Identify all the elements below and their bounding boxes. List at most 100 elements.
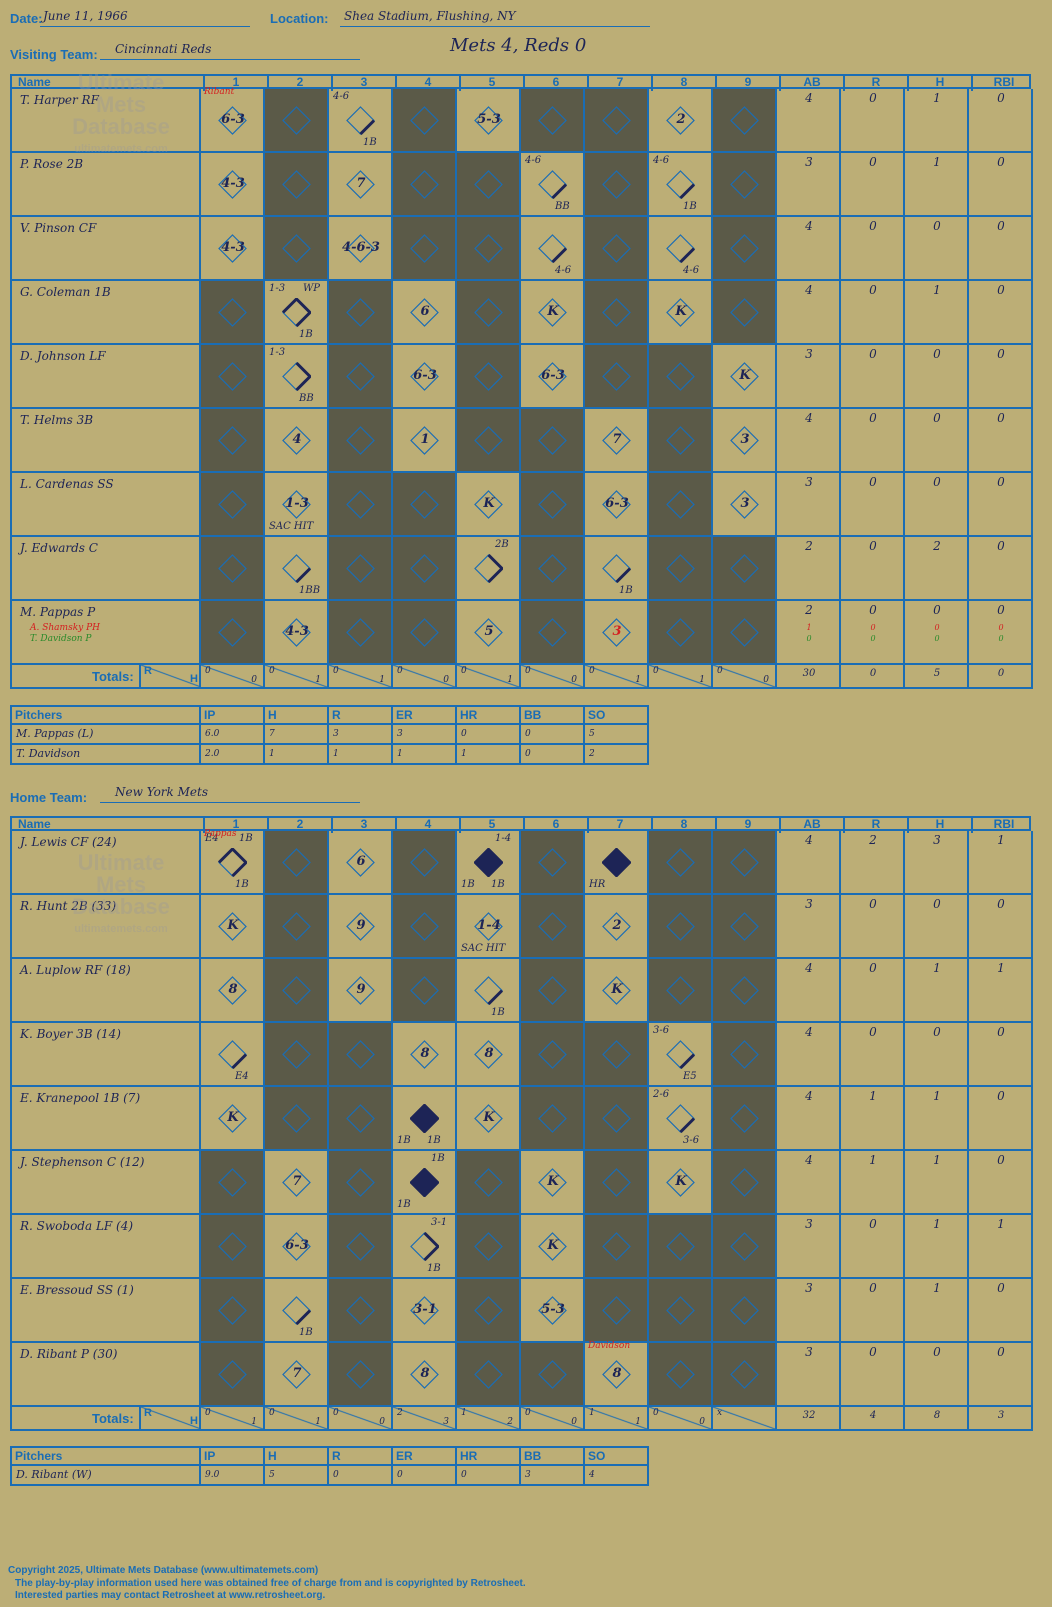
play-result: 1-3 — [285, 496, 309, 511]
stat-cell-ab: 3 — [777, 1343, 841, 1407]
inning-cell-1 — [201, 1343, 265, 1407]
pitcher-h: 5 — [265, 1466, 329, 1486]
inning-cell-1 — [201, 473, 265, 537]
stat-cell-rbi: 0 — [969, 537, 1033, 601]
play-result: 3 — [612, 624, 622, 639]
totals-inning-9: x — [713, 1407, 777, 1431]
pitchers-header-pitchers: Pitchers — [10, 1446, 201, 1466]
totals-inning-runs: 0 — [589, 666, 595, 676]
inning-cell-1: 4-3 — [201, 217, 265, 281]
pitcher-change-note: Davidson — [588, 1341, 631, 1351]
game-result: Mets 4, Reds 0 — [450, 35, 587, 56]
stat-cell-rbi: 0 — [969, 1087, 1033, 1151]
player-name-cell: D. Ribant P (30) — [10, 1343, 201, 1407]
stat-cell-r: 0 — [841, 895, 905, 959]
pitcher-bb: 0 — [521, 725, 585, 745]
inning-cell-8 — [649, 831, 713, 895]
stat-cell-h: 0 — [905, 217, 969, 281]
base-diamond — [666, 1040, 695, 1069]
inning-cell-9 — [713, 1279, 777, 1343]
player-name: T. Helms 3B — [20, 413, 94, 427]
header-inning-7: 7 — [587, 76, 651, 91]
base-diamond — [538, 234, 567, 263]
base-diamond — [666, 554, 695, 583]
totals-h: 5 — [905, 665, 969, 689]
inning-cell-1 — [201, 1279, 265, 1343]
base-diamond — [346, 298, 375, 327]
pitcher-hr: 1 — [457, 745, 521, 765]
footer-retrosheet: The play-by-play information used here w… — [15, 1578, 526, 1589]
inning-cell-2: 7 — [265, 1343, 329, 1407]
base-diamond — [218, 976, 247, 1005]
stat-h: 2 — [933, 539, 941, 553]
base-diamond — [602, 976, 631, 1005]
inning-cell-5 — [457, 281, 521, 345]
pitchers-header-er: ER — [393, 705, 457, 725]
base-diamond — [282, 362, 311, 391]
base-diamond — [282, 618, 311, 647]
stat-r: 0 — [869, 1217, 877, 1231]
play-result: 8 — [228, 982, 238, 997]
play-result: K — [227, 1110, 239, 1125]
inning-cell-7 — [585, 1215, 649, 1279]
pitcher-row: M. Pappas (L) 6.0 7 3 3 0 0 5 — [10, 725, 649, 745]
totals-r: 4 — [841, 1407, 905, 1431]
inning-cell-6: 4-6 — [521, 217, 585, 281]
base-diamond — [602, 912, 631, 941]
player-name-cell: K. Boyer 3B (14) — [10, 1023, 201, 1087]
inning-cell-5: 5-3 — [457, 89, 521, 153]
base-diamond — [410, 1040, 439, 1069]
play-result: K — [739, 368, 751, 383]
pitchers-header-so: SO — [585, 1446, 649, 1466]
inning-cell-8 — [649, 473, 713, 537]
stat-cell-rbi: 1 — [969, 1215, 1033, 1279]
stat-h: 1 — [933, 91, 941, 105]
base-diamond — [410, 848, 439, 877]
base-diamond — [474, 106, 503, 135]
play-note-br: 1B — [427, 1263, 441, 1274]
stat-cell-h: 0 — [905, 345, 969, 409]
base-diamond — [730, 1104, 759, 1133]
base-diamond — [538, 1168, 567, 1197]
play-note-br: 1B — [619, 585, 633, 596]
stat-r: 0 — [869, 283, 877, 297]
totals-inning-hits: 0 — [571, 1417, 577, 1427]
stat-rbi: 0 — [997, 1281, 1005, 1295]
base-diamond — [666, 298, 695, 327]
base-diamond — [474, 234, 503, 263]
pitchers-header-ip: IP — [201, 1446, 265, 1466]
stat-h: 1 — [933, 283, 941, 297]
base-diamond — [538, 1232, 567, 1261]
base-diamond — [730, 554, 759, 583]
stat-h: 0 — [933, 1025, 941, 1039]
inning-cell-1 — [201, 281, 265, 345]
stat-r: 0 — [869, 155, 877, 169]
stat-r: 0 — [869, 1281, 877, 1295]
player-name-cell: J. Lewis CF (24) — [10, 831, 201, 895]
stat-h: 1 — [933, 155, 941, 169]
base-diamond — [346, 1104, 375, 1133]
stat-cell-h: 1 — [905, 1215, 969, 1279]
stat-cell-rbi: 0 — [969, 281, 1033, 345]
stat-cell-rbi: 0 — [969, 895, 1033, 959]
base-diamond — [730, 1232, 759, 1261]
stat-cell-ab: 3 — [777, 1215, 841, 1279]
stat-ab: 4 — [805, 961, 813, 975]
base-diamond — [282, 170, 311, 199]
base-diamond — [666, 1296, 695, 1325]
location-line: Shea Stadium, Flushing, NY — [340, 8, 650, 27]
base-diamond — [282, 234, 311, 263]
home-team-line: New York Mets — [100, 784, 360, 803]
base-diamond — [410, 362, 439, 391]
stat-ab: 4 — [805, 1025, 813, 1039]
base-diamond — [602, 618, 631, 647]
base-diamond — [730, 106, 759, 135]
play-note-bl: 1B — [397, 1135, 411, 1146]
stat-cell-rbi: 0 — [969, 1343, 1033, 1407]
stat-h: 0 — [933, 1345, 941, 1359]
base-diamond — [538, 170, 567, 199]
header-inning-4: 4 — [395, 76, 459, 91]
inning-cell-6: K — [521, 1215, 585, 1279]
header-name: Name — [18, 75, 51, 89]
play-result: 7 — [356, 176, 366, 191]
